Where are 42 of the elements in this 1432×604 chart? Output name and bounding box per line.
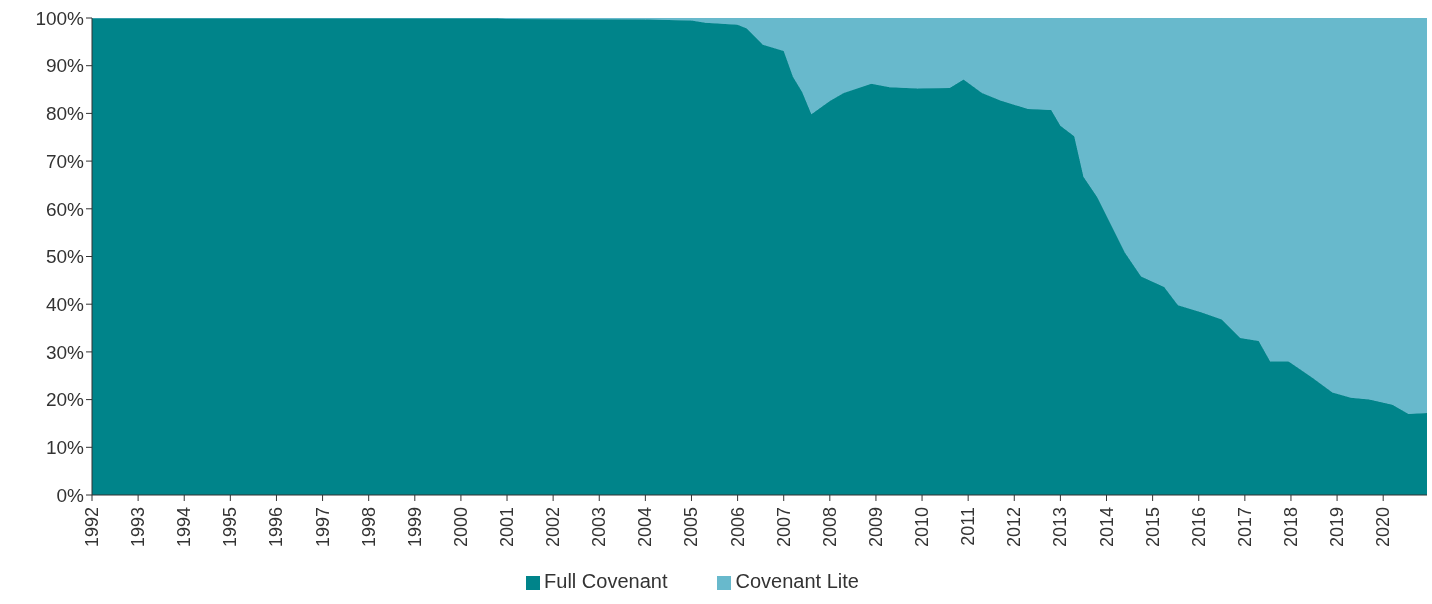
x-tick-label: 2015 <box>1142 507 1163 548</box>
y-tick-label: 10% <box>45 437 85 459</box>
x-tick-label: 1999 <box>404 507 425 548</box>
x-tick-label: 1994 <box>174 507 195 548</box>
legend-label: Full Covenant <box>544 570 668 592</box>
y-tick-label: 100% <box>35 7 85 29</box>
y-tick-label: 70% <box>45 150 85 172</box>
x-tick-label: 2016 <box>1188 507 1209 548</box>
x-tick-label: 2004 <box>635 507 656 548</box>
x-tick-label: 2014 <box>1096 507 1117 548</box>
x-tick-label: 2012 <box>1004 507 1025 548</box>
x-tick-label: 2006 <box>727 507 748 548</box>
x-tick-label: 2009 <box>865 507 886 548</box>
x-tick-label: 2013 <box>1050 507 1071 548</box>
x-tick-label: 2001 <box>497 507 518 548</box>
y-tick-label: 40% <box>45 293 85 315</box>
x-tick-label: 2003 <box>589 507 610 548</box>
x-tick-label: 1993 <box>128 507 149 548</box>
x-tick-label: 2008 <box>819 507 840 548</box>
y-tick-label: 20% <box>45 389 85 411</box>
x-tick-label: 1995 <box>220 507 241 548</box>
x-tick-label: 2000 <box>450 507 471 548</box>
x-tick-label: 1992 <box>82 507 102 548</box>
x-tick-label: 2018 <box>1280 507 1301 548</box>
x-tick-label: 2011 <box>958 507 979 546</box>
y-tick-label: 80% <box>45 103 85 125</box>
y-tick-label: 60% <box>45 198 85 220</box>
x-tick-label: 2019 <box>1327 507 1348 548</box>
y-tick-label: 50% <box>45 246 85 268</box>
x-tick-label: 2020 <box>1373 507 1394 548</box>
y-tick-label: 30% <box>45 341 85 363</box>
y-tick-label: 90% <box>45 55 85 77</box>
x-tick-label: 1996 <box>266 507 287 548</box>
y-tick-label: 0% <box>56 484 85 506</box>
legend-label: Covenant Lite <box>735 570 859 592</box>
x-tick-label: 1998 <box>358 507 379 548</box>
x-tick-label: 2017 <box>1234 507 1255 548</box>
x-tick-label: 2005 <box>681 507 702 548</box>
x-tick-label: 2010 <box>912 507 933 548</box>
x-tick-label: 1997 <box>312 507 333 548</box>
x-tick-label: 2007 <box>773 507 794 548</box>
x-tick-label: 2002 <box>543 507 564 548</box>
